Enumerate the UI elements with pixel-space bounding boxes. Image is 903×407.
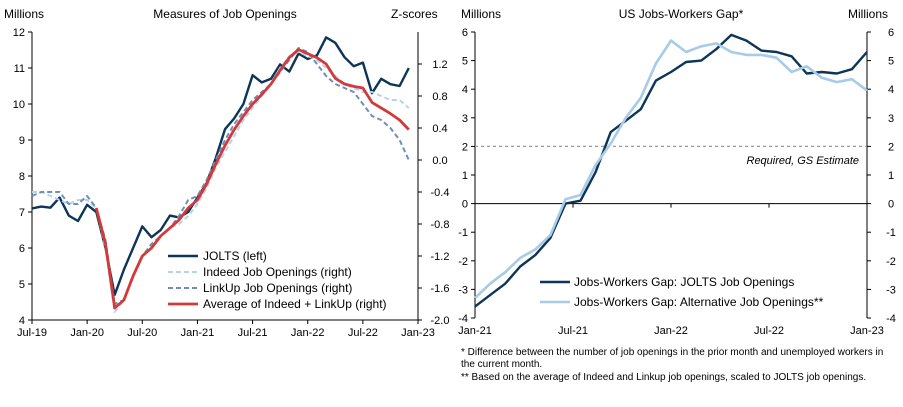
left-y2-tick-label: 1.2 [432,59,447,71]
left-y-tick-label: 10 [13,99,25,111]
left-x-tick-label: Jan-22 [291,327,325,339]
left-x-tick-label: Jan-21 [181,327,215,339]
right-legend-label-1: Jobs-Workers Gap: JOLTS Job Openings [574,275,794,289]
footnote-2: ** Based on the average of Indeed and Li… [461,372,867,383]
right-y-tick-label: -2 [458,256,468,268]
left-y2-tick-label: -1.2 [431,251,450,263]
left-series-line-1 [31,36,410,296]
reference-line-label: Required, GS Estimate [747,155,860,167]
left-y2-tick-label: -2.0 [431,315,450,327]
right-y-tick-label: -3 [458,284,468,296]
right-y2-tick-label: -4 [886,313,896,325]
left-y-tick-label: 7 [19,207,25,219]
right-x-tick-label: Jan-23 [850,325,884,337]
left-y2-tick-label: 0.4 [432,123,447,135]
left-x-tick-label: Jan-20 [70,327,104,339]
left-chart-right-axis-label: Z-scores [391,7,438,21]
right-legend-label-2: Jobs-Workers Gap: Alternative Job Openin… [574,295,824,309]
left-chart-title: Measures of Job Openings [153,7,296,21]
left-y2-tick-label: -1.6 [431,283,450,295]
left-legend-label-1: JOLTS (left) [203,249,267,263]
left-y2-tick-label: 0.0 [432,155,447,167]
left-y-tick-label: 8 [19,171,25,183]
right-x-tick-label: Jul-22 [754,325,784,337]
right-series-line-2 [474,39,868,299]
right-chart-right-axis-label: Millions [848,7,888,21]
right-y-tick-label: 4 [462,84,468,96]
right-y2-tick-label: -3 [886,284,896,296]
right-y2-tick-label: -1 [886,227,896,239]
right-y-tick-label: 3 [462,113,468,125]
right-x-tick-label: Jan-22 [654,325,688,337]
right-y-tick-label: 2 [462,141,468,153]
left-series-line-2 [32,51,410,313]
left-y2-tick-label: -0.8 [431,219,450,231]
right-y-tick-label: 1 [462,170,468,182]
right-y2-tick-label: -2 [886,256,896,268]
left-x-tick-label: Jul-19 [17,327,47,339]
right-x-tick-label: Jul-21 [558,325,588,337]
left-y-tick-label: 12 [13,27,25,39]
right-y-tick-label: 6 [462,27,468,39]
left-y-tick-label: 6 [19,243,25,255]
right-y-tick-label: -1 [458,227,468,239]
right-y2-tick-label: 3 [888,113,894,125]
left-x-tick-label: Jul-22 [348,327,378,339]
left-legend-label-2: Indeed Job Openings (right) [203,265,352,279]
left-series-line-4 [94,48,410,310]
right-y2-tick-label: 5 [888,56,894,68]
left-y-tick-label: 4 [19,315,25,327]
left-legend-label-3: LinkUp Job Openings (right) [203,281,352,295]
left-y-tick-label: 11 [14,63,25,75]
right-y-tick-label: -4 [458,313,468,325]
left-y-tick-label: 9 [19,135,25,147]
right-y2-tick-label: 6 [888,27,894,39]
right-chart-title: US Jobs-Workers Gap* [619,7,744,21]
right-y-tick-label: 5 [462,56,468,68]
right-y2-tick-label: 1 [888,170,894,182]
right-y2-tick-label: 4 [888,84,894,96]
right-chart-left-axis-label: Millions [461,7,501,21]
left-x-tick-label: Jan-23 [401,327,435,339]
right-y2-tick-label: 0 [888,199,894,211]
right-y2-tick-label: 2 [888,141,894,153]
right-x-tick-label: Jan-21 [458,325,492,337]
footnote-1: * Difference between the number of job o… [461,347,884,370]
left-legend-label-4: Average of Indeed + LinkUp (right) [203,297,387,311]
right-series-line-1 [474,33,868,308]
left-series-line-3 [31,47,410,305]
left-x-tick-label: Jul-21 [238,327,268,339]
right-y-tick-label: 0 [462,199,468,211]
left-chart-left-axis-label: Millions [4,7,44,21]
left-y-tick-label: 5 [19,279,25,291]
left-y2-tick-label: 0.8 [432,91,447,103]
left-y2-tick-label: -0.4 [431,187,450,199]
left-x-tick-label: Jul-20 [127,327,157,339]
